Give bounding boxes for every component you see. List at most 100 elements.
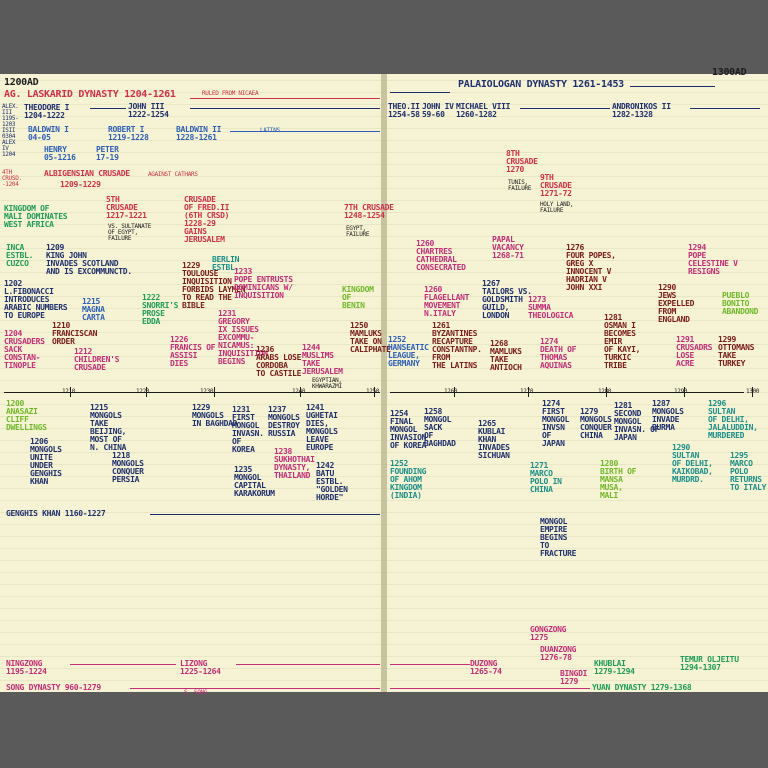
notebook-rule (0, 416, 768, 417)
notebook-rule (0, 380, 768, 381)
event-8th-crusade: 8TH CRUSADE 1270 (506, 149, 538, 174)
event-mansa-musa: 1280 BIRTH OF MANSA MUSA, MALI (600, 459, 637, 500)
notebook-rule (0, 368, 768, 369)
notebook-rule (0, 464, 768, 465)
notebook-rule (0, 248, 768, 249)
notebook-rule (0, 332, 768, 333)
event-russia: 1237 MONGOLS DESTROY RUSSIA (268, 405, 300, 438)
event-fibonacci: 1202 L.FIBONACCI INTRODUCES ARABIC NUMBE… (4, 279, 68, 320)
axis-tick-1230: 1230 (200, 388, 214, 395)
duzong-lead-line (390, 664, 470, 665)
axis-tick-mark (374, 387, 375, 397)
event-jews-expelled: 1290 JEWS EXPELLED FROM ENGLAND (658, 283, 695, 324)
notebook-rule (0, 668, 768, 669)
notebook-rule (0, 272, 768, 273)
axis-tick-1250: 1250 (366, 388, 380, 395)
notebook-rule (0, 296, 768, 297)
start-year: 1200AD (4, 77, 39, 88)
notebook-rule (0, 488, 768, 489)
event-muslims-jerusalem: 1244 MUSLIMS TAKE JERUSALEM (302, 343, 343, 376)
notebook-rule (0, 632, 768, 633)
event-hanseatic: 1252 HANSEATIC LEAGUE, GERMANY (388, 335, 429, 368)
event-mamluks-antioch: 1268 MAMLUKS TAKE ANTIOCH (490, 339, 522, 372)
left-page (0, 74, 382, 692)
event-sack-baghdad: 1258 MONGOL SACK OF BAGHDAD (424, 407, 456, 448)
theodore-line (90, 108, 126, 109)
notebook-rule (0, 80, 768, 81)
event-magna-carta: 1215 MAGNA CARTA (82, 297, 105, 322)
notebook-rule (0, 440, 768, 441)
axis-tick-mark (684, 387, 685, 397)
axis-tick-mark (752, 387, 753, 397)
event-mongol-fracture: MONGOL EMPIRE BEGINS TO FRACTURE (540, 517, 577, 558)
ruler-duzong: DUZONG 1265-74 (470, 659, 502, 676)
axis-tick-mark (146, 387, 147, 397)
event-9th-crusade: 9TH CRUSADE 1271-72 (540, 173, 572, 198)
notebook-spine (381, 74, 387, 692)
event-sukhothai: 1238 SUKHOTHAI DYNASTY, THAILAND (274, 447, 315, 480)
notebook-rule (0, 152, 768, 153)
axis-tick-mark (528, 387, 529, 397)
ruler-alex: ALEX. III 1195- 1203 ISII 0304 ALEX IV 1… (2, 103, 19, 158)
ruler-robert: ROBERT I 1219-1228 (108, 125, 149, 142)
event-beijing: 1215 MONGOLS TAKE BEIJING, MOST OF N. CH… (90, 403, 127, 452)
notebook-rule (0, 116, 768, 117)
event-tailors: 1267 TAILORS VS. GOLDSMITH GUILD, LONDON (482, 279, 532, 320)
event-aquinas: 1274 DEATH OF THOMAS AQUINAS (540, 337, 577, 370)
axis-tick-mark (214, 387, 215, 397)
ruler-temur: TEMUR OLJEITU 1294-1307 (680, 655, 739, 672)
event-celestine: 1294 POPE CELESTINE V RESIGNS (688, 243, 738, 276)
event-7th-crusade: 7TH CRUSADE 1248-1254 (344, 203, 394, 220)
ruler-theo2: THEO.II 1254-58 (388, 102, 420, 119)
event-toulouse: 1229 TOULOUSE INQUISITION FORBIDS LAYMEN… (182, 261, 246, 310)
axis-tick-mark (300, 387, 301, 397)
event-mali: KINGDOM OF MALI DOMINATES WEST AFRICA (4, 204, 68, 229)
event-king-john: 1209 KING JOHN INVADES SCOTLAND AND IS E… (46, 243, 132, 276)
event-8th-note: TUNIS, FAILURE (508, 179, 532, 192)
event-pueblo: PUEBLO BONITO ABANDOND (722, 291, 759, 316)
song-line-right (390, 688, 590, 689)
event-9th-note: HOLY LAND, FAILURE (540, 201, 574, 214)
event-anasazi: 1200 ANASAZI CLIFF DWELLINGS (6, 399, 47, 432)
event-cordoba: 1236 ARABS LOSE CORDOBA TO CASTILE (256, 345, 302, 378)
s-song-label: S. SONG (184, 689, 208, 696)
notebook-rule (0, 212, 768, 213)
event-5th-crusade: 5TH CRUSADE 1217-1221 (106, 195, 147, 220)
latins-line (230, 131, 380, 132)
event-flagellant: 1260 FLAGELLANT MOVEMENT N.ITALY (424, 285, 470, 318)
ruler-theodore: THEODORE I 1204-1222 (24, 103, 70, 120)
ruler-henry: HENRY 05-1216 (44, 145, 76, 162)
notebook-rule (0, 176, 768, 177)
event-kublai: 1265 KUBLAI KHAN INVADES SICHUAN (478, 419, 510, 460)
event-batu: 1242 BATU ESTBL. "GOLDEN HORDE" (316, 461, 348, 502)
notebook-rule (0, 572, 768, 573)
event-inca: INCA ESTBL. CUZCO (6, 243, 34, 268)
palaiologan-dynasty: PALAIOLOGAN DYNASTY 1261-1453 (458, 79, 624, 90)
ruler-peter: PETER 17-19 (96, 145, 119, 162)
notebook-rule (0, 320, 768, 321)
event-korea-1231: 1231 FIRST MONGOL INVASN. OF KOREA (232, 405, 264, 454)
notebook-rule (0, 680, 768, 681)
yuan-dynasty: YUAN DYNASTY 1279-1368 (592, 683, 692, 692)
event-baghdad-1229: 1229 MONGOLS IN BAGHDAD (192, 403, 238, 428)
event-burma: 1287 MONGOLS INVADE BURMA (652, 399, 684, 432)
notebook-rule (0, 224, 768, 225)
notebook-rule (0, 164, 768, 165)
notebook-rule (0, 428, 768, 429)
ruler-ningzong: NINGZONG 1195-1224 (6, 659, 47, 676)
event-franciscan: 1210 FRANCISCAN ORDER (52, 321, 98, 346)
event-5th-note: VS. SULTANATE OF EGYPT, FAILURE (108, 223, 152, 242)
notebook-rule (0, 128, 768, 129)
notebook-rule (0, 512, 768, 513)
ruler-baldwin2: BALDWIN II 1228-1261 (176, 125, 222, 142)
notebook-rule (0, 500, 768, 501)
ruler-gongzong: GONGZONG 1275 (530, 625, 567, 642)
ruler-john4: JOHN IV 59-60 (422, 102, 454, 119)
event-gregory: 1231 GREGORY IX ISSUES EXCOMMU- NICAMUS:… (218, 309, 268, 366)
event-delhi-1296: 1296 SULTAN OF DELHI, JALALUDDIN, MURDER… (708, 399, 758, 440)
event-papal-vacancy: PAPAL VACANCY 1268-71 (492, 235, 524, 260)
notebook-rule (0, 392, 768, 393)
event-china-1279: 1279 MONGOLS CONQUER CHINA (580, 407, 612, 440)
notebook-rule (0, 560, 768, 561)
event-benin: KINGDOM OF BENIN (342, 285, 374, 310)
